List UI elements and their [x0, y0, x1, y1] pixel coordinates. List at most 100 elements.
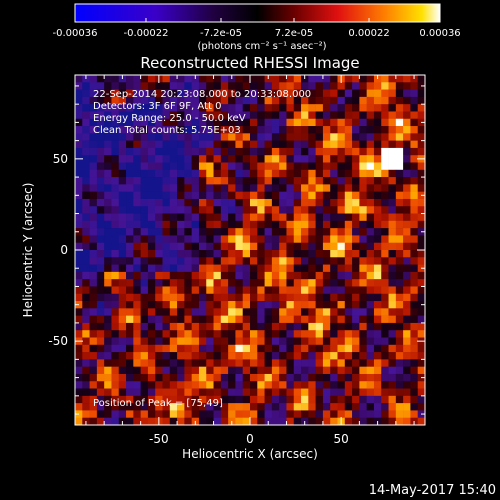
heatmap-pixel	[96, 301, 105, 309]
heatmap-pixel	[388, 228, 397, 236]
heatmap-pixel	[155, 126, 163, 134]
heatmap-pixel	[191, 330, 200, 338]
heatmap-pixel	[89, 82, 98, 90]
heatmap-pixel	[191, 381, 200, 389]
heatmap-pixel	[75, 147, 83, 156]
heatmap-pixel	[279, 366, 287, 375]
heatmap-pixel	[111, 301, 120, 309]
heatmap-pixel	[235, 147, 244, 156]
heatmap-pixel	[126, 140, 134, 149]
heatmap-pixel	[126, 242, 134, 251]
heatmap-pixel	[308, 344, 316, 353]
heatmap-pixel	[133, 89, 141, 98]
heatmap-pixel	[352, 301, 360, 309]
heatmap-pixel	[133, 286, 141, 295]
heatmap-pixel	[257, 330, 265, 338]
heatmap-pixel	[133, 373, 141, 382]
heatmap-pixel	[104, 126, 112, 134]
heatmap-pixel	[381, 395, 389, 404]
heatmap-pixel	[344, 206, 353, 214]
heatmap-pixel	[322, 395, 331, 404]
heatmap-pixel	[271, 133, 280, 141]
heatmap-pixel	[337, 198, 346, 207]
heatmap-pixel	[228, 352, 236, 360]
heatmap-pixel	[271, 169, 280, 178]
heatmap-pixel	[89, 220, 98, 229]
heatmap-pixel	[293, 206, 302, 214]
heatmap-pixel	[410, 191, 419, 200]
heatmap-pixel	[271, 344, 280, 353]
heatmap-pixel	[111, 410, 120, 419]
heatmap-pixel	[228, 82, 236, 90]
heatmap-pixel	[96, 177, 105, 185]
heatmap-pixel	[140, 75, 149, 83]
heatmap-pixel	[279, 162, 287, 171]
colorbar-tick-label: 0.00022	[348, 28, 389, 39]
heatmap-pixel	[264, 344, 273, 353]
heatmap-pixel	[381, 257, 389, 265]
heatmap-pixel	[373, 366, 382, 375]
heatmap-pixel	[213, 308, 222, 316]
heatmap-pixel	[344, 322, 353, 331]
heatmap-pixel	[220, 184, 229, 192]
heatmap-pixel	[271, 191, 280, 200]
heatmap-pixel	[344, 373, 353, 382]
colorbar-tick-label: -7.2e-05	[200, 28, 242, 39]
heatmap-pixel	[330, 96, 338, 105]
heatmap-pixel	[301, 410, 309, 419]
heatmap-pixel	[228, 403, 236, 411]
heatmap-pixel	[388, 155, 397, 163]
heatmap-pixel	[82, 140, 90, 149]
heatmap-pixel	[381, 359, 389, 367]
heatmap-pixel	[271, 235, 280, 244]
heatmap-pixel	[140, 388, 149, 397]
heatmap-pixel	[133, 388, 141, 397]
heatmap-pixel	[388, 388, 397, 397]
heatmap-pixel	[286, 322, 295, 331]
heatmap-pixel	[82, 184, 90, 192]
heatmap-pixel	[257, 228, 265, 236]
heatmap-pixel	[198, 417, 207, 426]
heatmap-pixel	[366, 308, 375, 316]
heatmap-pixel	[155, 403, 163, 411]
heatmap-pixel	[279, 213, 287, 222]
heatmap-pixel	[155, 198, 163, 207]
heatmap-pixel	[381, 133, 389, 141]
heatmap-pixel	[330, 191, 338, 200]
heatmap-pixel	[271, 308, 280, 316]
heatmap-pixel	[315, 308, 324, 316]
heatmap-pixel	[359, 147, 367, 156]
heatmap-pixel	[126, 250, 134, 258]
heatmap-pixel	[162, 118, 171, 127]
heatmap-pixel	[279, 315, 287, 324]
heatmap-pixel	[104, 308, 112, 316]
heatmap-pixel	[155, 352, 163, 360]
heatmap-pixel	[359, 235, 367, 244]
heatmap-pixel	[293, 126, 302, 134]
heatmap-pixel	[373, 388, 382, 397]
heatmap-pixel	[293, 322, 302, 331]
heatmap-pixel	[228, 111, 236, 120]
heatmap-pixel	[111, 293, 120, 302]
heatmap-pixel	[126, 147, 134, 156]
heatmap-pixel	[198, 373, 207, 382]
heatmap-pixel	[242, 366, 251, 375]
heatmap-pixel	[271, 220, 280, 229]
heatmap-pixel	[147, 242, 156, 251]
heatmap-pixel	[308, 373, 316, 382]
heatmap-pixel	[126, 373, 134, 382]
heatmap-pixel	[337, 286, 346, 295]
heatmap-pixel	[242, 330, 251, 338]
heatmap-pixel	[344, 301, 353, 309]
heatmap-pixel	[82, 322, 90, 331]
heatmap-pixel	[133, 162, 141, 171]
heatmap-pixel	[344, 75, 353, 83]
heatmap-pixel	[322, 126, 331, 134]
heatmap-pixel	[140, 381, 149, 389]
heatmap-pixel	[75, 293, 83, 302]
heatmap-pixel	[198, 344, 207, 353]
heatmap-pixel	[147, 96, 156, 105]
heatmap-pixel	[82, 220, 90, 229]
heatmap-pixel	[279, 96, 287, 105]
heatmap-pixel	[198, 388, 207, 397]
